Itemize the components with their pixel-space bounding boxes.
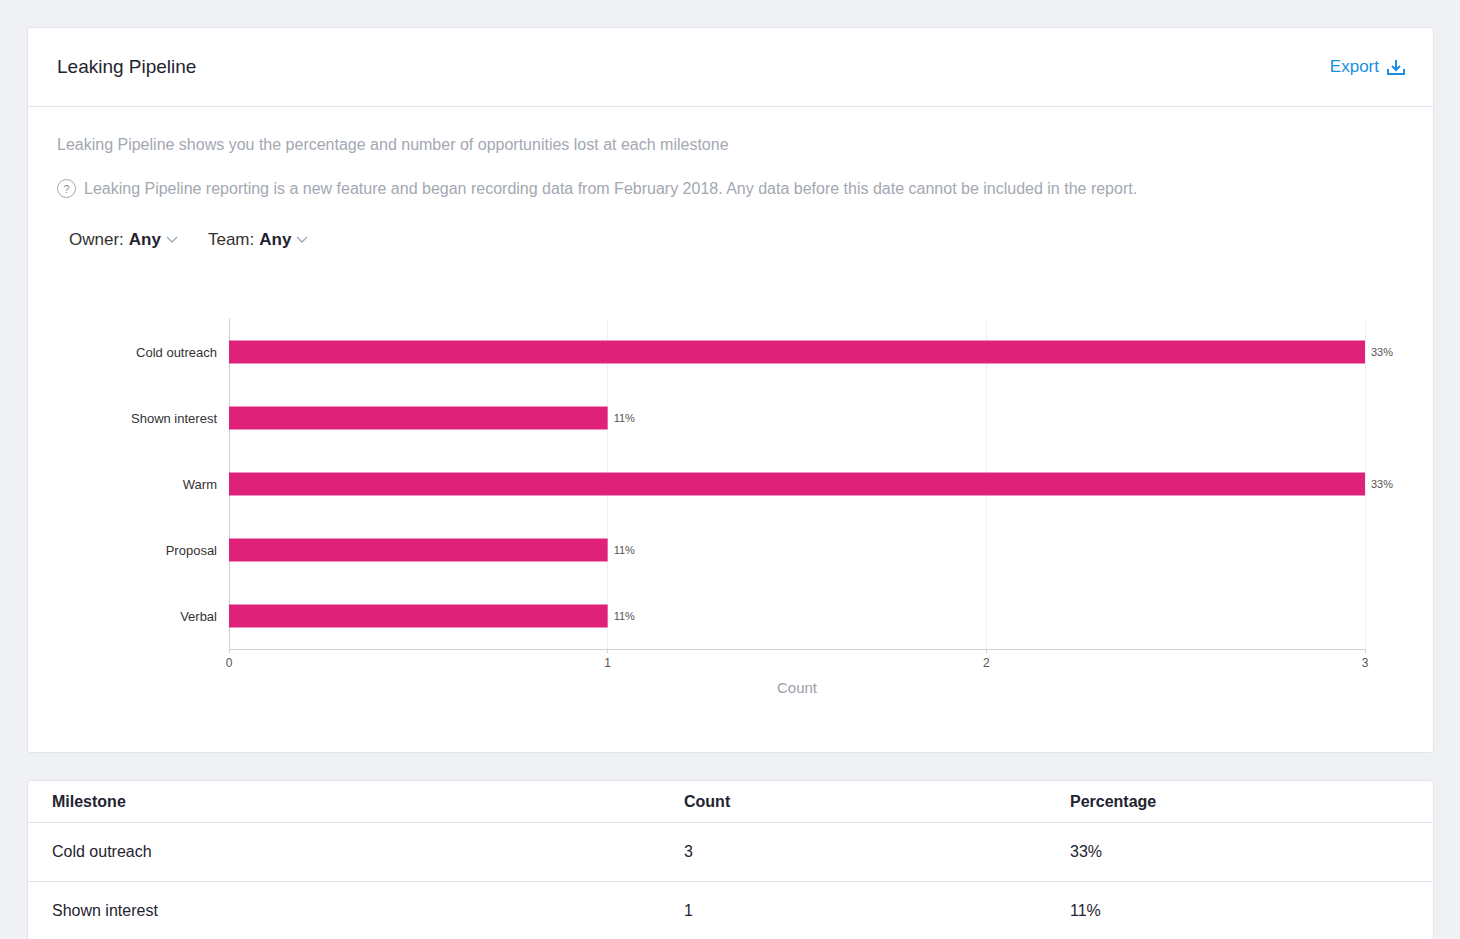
html-text:Team: Any: Team: Any	[207, 230, 292, 249]
svg-text:1: 1	[604, 656, 611, 670]
svg-text:Proposal: Proposal	[166, 543, 217, 558]
html-text:3: 3	[684, 843, 693, 860]
html-text:Count: Count	[684, 792, 731, 810]
svg-text:11%: 11%	[614, 610, 635, 622]
html-text:Milestone: Milestone	[52, 792, 126, 810]
svg-text:33%: 33%	[1371, 346, 1393, 358]
svg-text:33%: 33%	[1371, 478, 1393, 490]
svg-text:Verbal: Verbal	[180, 609, 217, 624]
html-text:Leaking Pipeline shows you the: Leaking Pipeline shows you the percentag…	[57, 136, 729, 153]
html-text:11%: 11%	[1070, 902, 1101, 919]
html-text:Export: Export	[1329, 57, 1379, 76]
svg-text:2: 2	[983, 656, 990, 670]
svg-text:11%: 11%	[614, 412, 635, 424]
html-text:Percentage: Percentage	[1070, 792, 1157, 810]
html-text:Owner: Any: Owner: Any	[69, 230, 161, 249]
svg-text:Cold outreach: Cold outreach	[136, 345, 217, 360]
html-text:Cold outreach: Cold outreach	[52, 843, 152, 860]
svg-text:Shown interest: Shown interest	[131, 411, 217, 426]
html-text:Shown interest: Shown interest	[52, 902, 158, 919]
svg-text:3: 3	[1362, 656, 1369, 670]
html-text:33%: 33%	[1070, 843, 1102, 860]
svg-text:Warm: Warm	[183, 477, 217, 492]
html-text:Leaking Pipeline: Leaking Pipeline	[57, 56, 197, 77]
svg-text:11%: 11%	[614, 544, 635, 556]
html-text:Leaking Pipeline reporting is: Leaking Pipeline reporting is a new feat…	[84, 179, 1138, 197]
html-text:1: 1	[684, 902, 693, 919]
svg-text:0: 0	[226, 656, 233, 670]
svg-text:Count: Count	[777, 679, 818, 696]
